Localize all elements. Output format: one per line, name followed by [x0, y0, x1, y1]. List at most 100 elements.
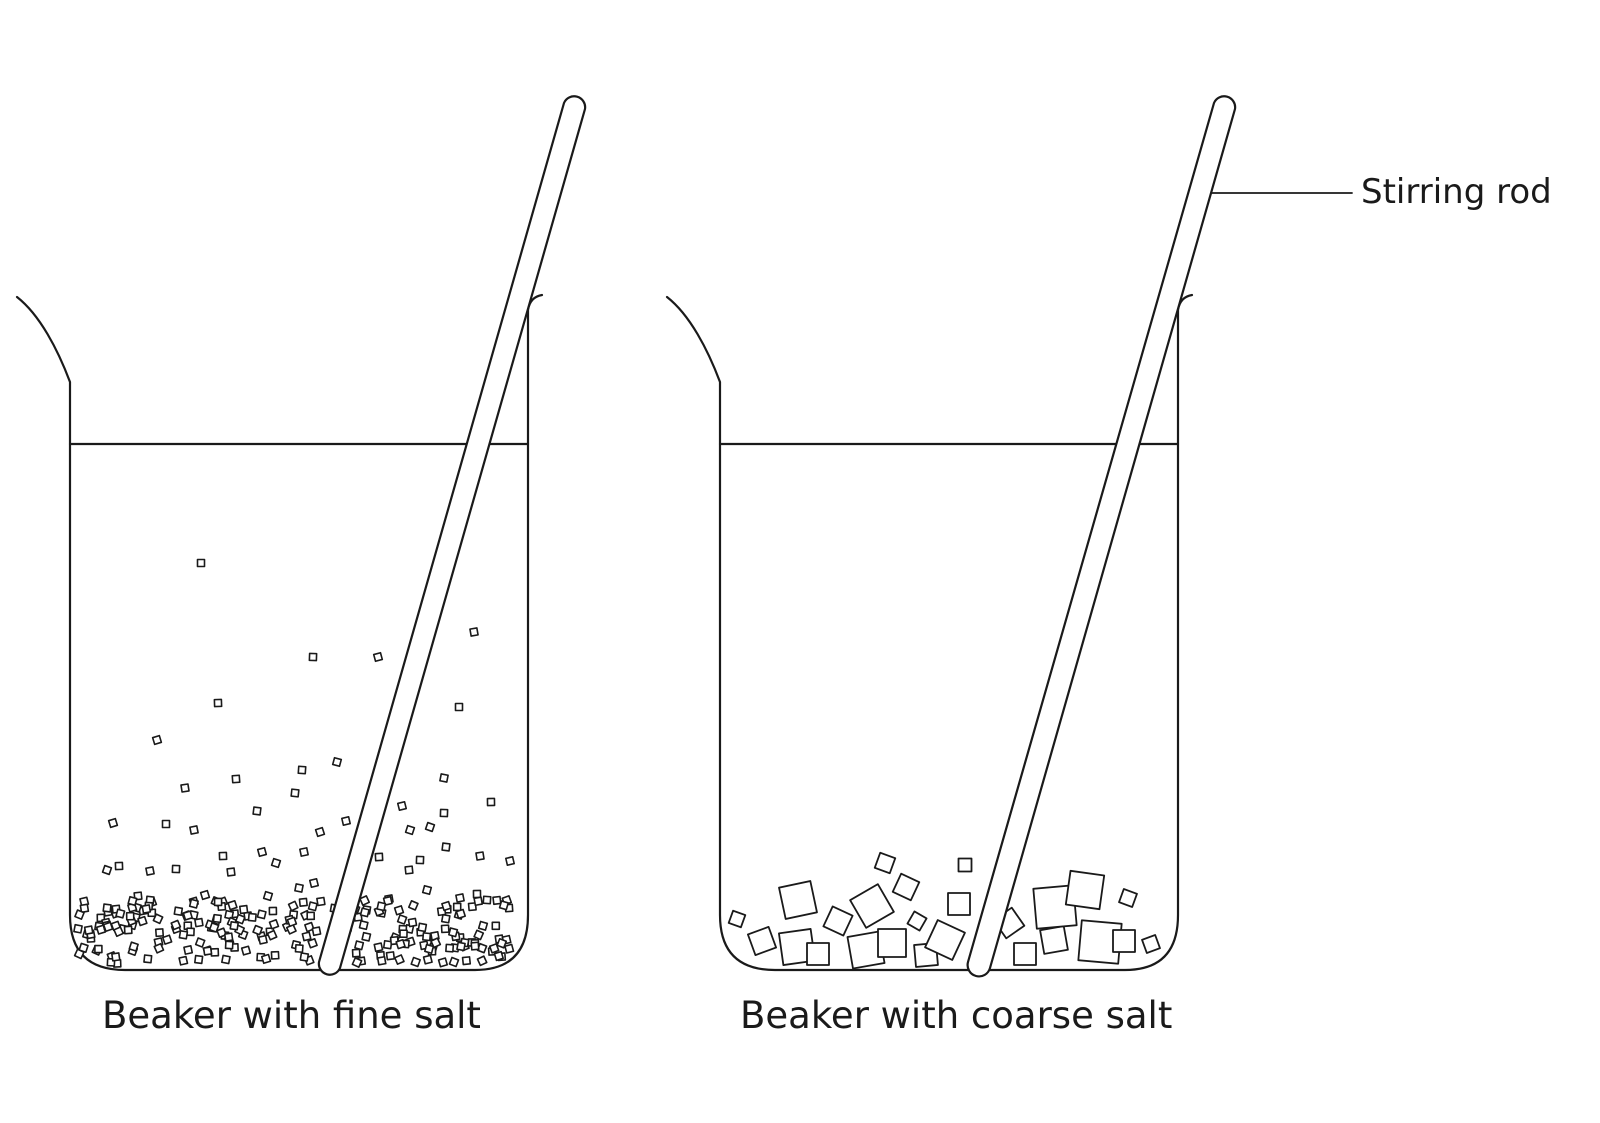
fine-salt-grain [395, 938, 406, 950]
coarse-salt-particles [727, 851, 1161, 970]
fine-salt-grain [73, 923, 83, 934]
fine-salt-grain [341, 816, 351, 826]
fine-salt-grain [170, 919, 182, 931]
fine-salt-grain [252, 806, 262, 816]
fine-salt-grain [491, 921, 501, 931]
fine-salt-grain [268, 919, 280, 930]
fine-salt-grain [199, 889, 211, 901]
fine-salt-grain [213, 698, 223, 708]
fine-salt-grain [376, 901, 387, 912]
fine-salt-grain [422, 954, 433, 965]
fine-salt-grain [221, 954, 231, 965]
fine-salt-grain [448, 927, 459, 938]
fine-salt-grain [224, 940, 234, 950]
fine-salt-grain [359, 895, 371, 906]
coarse-salt-crystal [1141, 934, 1161, 954]
fine-salt-grain [404, 865, 414, 875]
coarse-salt-crystal [747, 926, 777, 956]
coarse-salt-crystal [806, 942, 830, 966]
fine-salt-grain [410, 956, 421, 968]
fine-salt-grain [424, 943, 435, 954]
fine-salt-grain [194, 937, 206, 948]
fine-salt-grain [358, 920, 369, 931]
fine-salt-grain [385, 951, 396, 961]
fine-salt-grain [417, 922, 428, 933]
fine-salt-grain [393, 954, 405, 965]
fine-salt-grain [294, 883, 304, 893]
fine-salt-grain [407, 899, 419, 911]
fine-salt-grain [227, 899, 238, 911]
fine-salt-particles [73, 558, 515, 968]
coarse-salt-crystal [822, 905, 854, 937]
fine-salt-grain [74, 909, 85, 920]
fine-salt-grain [455, 893, 465, 903]
coarse-salt-crystal [778, 880, 818, 920]
fine-salt-grain [404, 824, 416, 836]
fine-salt-grain [216, 927, 227, 939]
fine-salt-grain [256, 846, 268, 858]
fine-salt-grain [498, 900, 510, 911]
beaker-outline-left [15, 293, 544, 972]
fine-salt-grain [445, 943, 455, 953]
stirring-rod-left [317, 95, 587, 976]
fine-salt-grain [102, 903, 112, 913]
fine-salt-grain [252, 924, 263, 936]
fine-salt-grain [424, 821, 436, 833]
fine-salt-grain [161, 819, 171, 829]
fine-salt-grain [441, 842, 451, 852]
coarse-salt-crystal [849, 883, 895, 929]
coarse-salt-crystal [1039, 925, 1069, 955]
fine-salt-grain [304, 921, 315, 933]
fine-salt-grain [153, 942, 165, 954]
fine-salt-grain [270, 857, 282, 869]
fine-salt-grain [476, 955, 488, 967]
fine-salt-grain [173, 906, 184, 917]
fine-salt-grain [294, 943, 304, 954]
fine-salt-grain [504, 943, 515, 954]
fine-salt-grain [107, 817, 119, 829]
fine-salt-grain [260, 953, 272, 965]
fine-salt-grain [441, 900, 452, 912]
fine-salt-grain [437, 957, 449, 968]
fine-salt-grain [505, 856, 515, 866]
fine-salt-grain [308, 877, 320, 889]
fine-salt-grain [298, 897, 308, 907]
fine-salt-grain [461, 956, 472, 966]
coarse-salt-crystal [727, 909, 747, 929]
fine-salt-grain [188, 898, 199, 909]
fine-salt-grain [440, 913, 451, 924]
fine-salt-grain [351, 948, 361, 958]
fine-salt-grain [212, 913, 222, 924]
fine-salt-grain [316, 896, 326, 907]
fine-salt-grain [448, 956, 460, 968]
fine-salt-grain [454, 702, 464, 712]
fine-salt-grain [210, 947, 220, 957]
coarse-salt-crystal [1013, 942, 1037, 966]
caption-coarse-salt: Beaker with coarse salt [740, 994, 1173, 1037]
fine-salt-grain [307, 901, 318, 912]
fine-salt-grain [354, 940, 365, 951]
fine-salt-grain [101, 864, 113, 876]
coarse-salt-crystal [877, 928, 907, 958]
stirring-rod-label: Stirring rod [1361, 172, 1552, 212]
fine-salt-grain [439, 808, 449, 818]
fine-salt-grain [308, 652, 318, 662]
fine-salt-grain [231, 774, 241, 784]
fine-salt-grain [473, 929, 485, 941]
fine-salt-grain [196, 558, 206, 568]
coarse-salt-crystal [906, 910, 928, 932]
fine-salt-grain [376, 955, 387, 966]
fine-salt-grain [297, 765, 307, 775]
fine-salt-grain [372, 651, 384, 663]
fine-salt-grain [125, 911, 135, 921]
fine-salt-grain [102, 921, 114, 933]
fine-salt-grain [114, 861, 124, 871]
fine-salt-grain [94, 944, 103, 954]
fine-salt-grain [218, 851, 228, 861]
fine-salt-grain [234, 913, 246, 925]
fine-salt-grain [306, 911, 316, 921]
fine-salt-grain [393, 905, 405, 916]
coarse-salt-crystal [1112, 929, 1136, 953]
fine-salt-grain [266, 929, 278, 941]
